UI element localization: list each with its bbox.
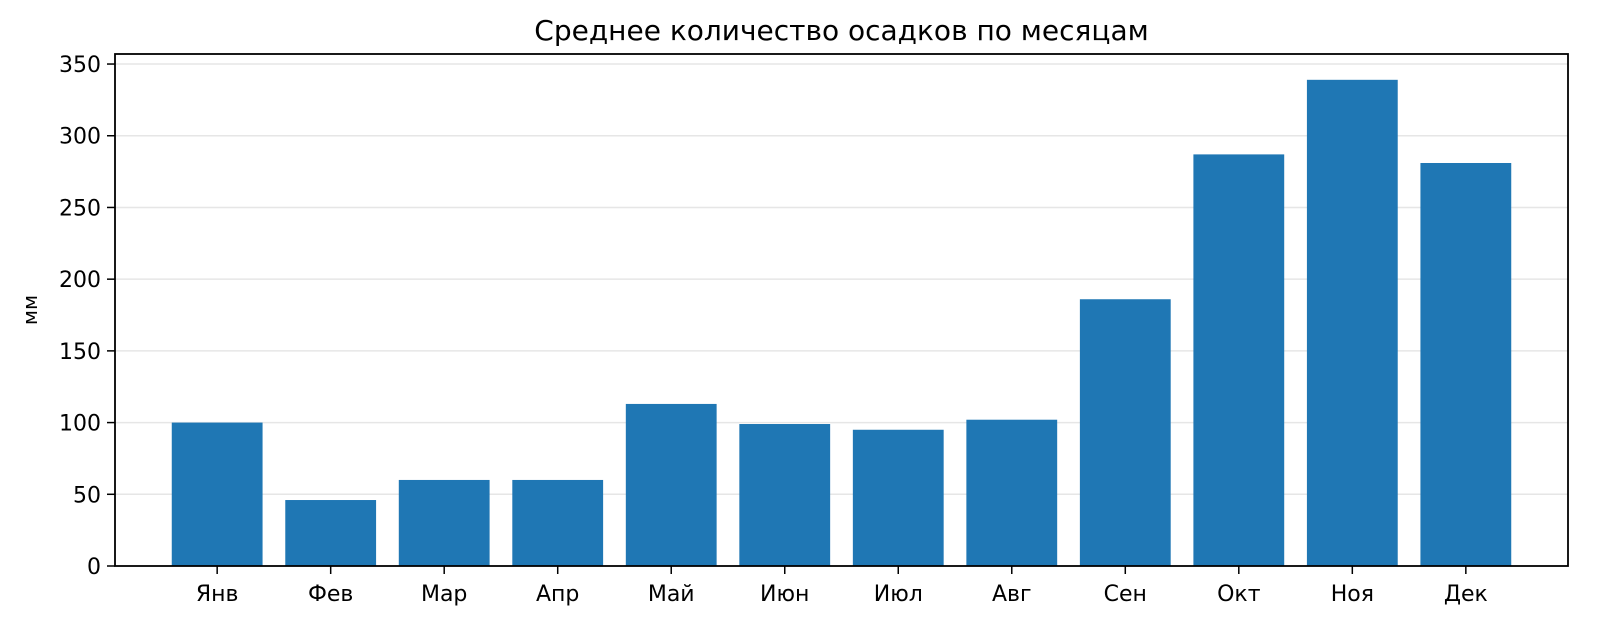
bar-3 [398, 479, 490, 566]
y-tick-label: 300 [59, 125, 101, 150]
chart-title: Среднее количество осадков по месяцам [534, 14, 1148, 47]
x-tick-label: Апр [536, 582, 579, 607]
bar-11 [1306, 79, 1398, 566]
x-tick-label: Ноя [1331, 582, 1374, 607]
x-tick-label: Дек [1444, 582, 1488, 607]
y-tick-label: 100 [59, 412, 101, 437]
bar-12 [1420, 162, 1512, 566]
gridlines [115, 63, 1568, 496]
x-tick-label: Сен [1104, 582, 1147, 607]
x-tick-label: Янв [196, 582, 239, 607]
bar-4 [512, 479, 604, 566]
y-axis-label: мм [18, 295, 42, 325]
x-tick-label: Июл [874, 582, 923, 607]
bar-6 [739, 424, 831, 566]
x-tick-label: Фев [308, 582, 353, 607]
x-tick-label: Июн [760, 582, 809, 607]
bar-2 [285, 500, 377, 566]
y-tick-label: 150 [59, 340, 101, 365]
plot-frame [114, 53, 1569, 567]
x-tick-label: Мар [421, 582, 467, 607]
y-tick-label: 50 [73, 483, 101, 508]
x-tick-label: Окт [1217, 582, 1261, 607]
y-tick-label: 0 [87, 555, 101, 580]
x-axis-ticks: Янв Фев Мар Апр Май Июн Июл Авг Сен Окт Ноя Дек [196, 566, 1488, 607]
bar-10 [1193, 154, 1285, 566]
y-tick-label: 350 [59, 53, 101, 78]
bar-7 [852, 429, 944, 566]
y-axis-ticks: 0 50 100 150 200 250 300 350 [59, 53, 115, 580]
x-tick-label: Май [648, 582, 695, 607]
y-tick-label: 200 [59, 268, 101, 293]
bar-5 [625, 403, 717, 566]
bar-1 [171, 422, 263, 566]
bars [171, 79, 1512, 566]
bar-9 [1079, 299, 1171, 566]
x-tick-label: Авг [992, 582, 1032, 607]
bar-8 [966, 419, 1058, 566]
y-tick-label: 250 [59, 196, 101, 221]
